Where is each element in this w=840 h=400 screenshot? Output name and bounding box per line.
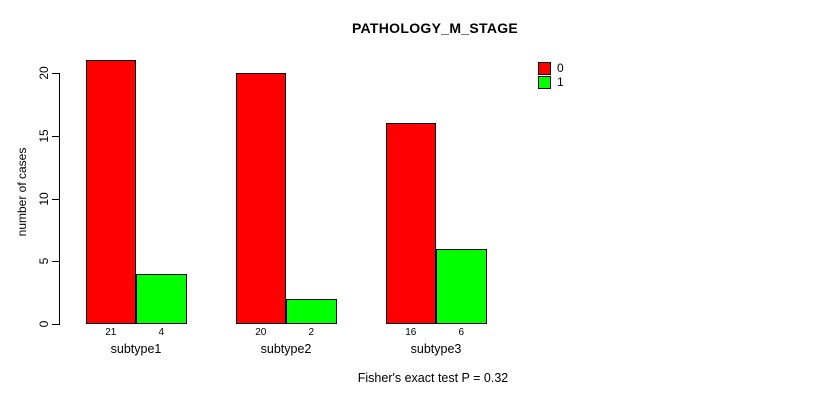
y-axis-tick-label: 5 [37, 257, 51, 265]
bar-subtype1-series-0 [85, 60, 136, 324]
bar-value-label: 4 [158, 327, 165, 338]
y-axis-tick-label: 0 [37, 320, 51, 328]
y-axis-tick-label: 20 [37, 66, 51, 80]
legend-item: 0 [538, 62, 564, 75]
x-axis-category-label: subtype2 [260, 342, 312, 356]
x-axis-category-label: subtype3 [410, 342, 462, 356]
y-axis-tick-label: 15 [37, 129, 51, 143]
x-axis-category-label: subtype1 [110, 342, 162, 356]
bar-value-label: 20 [255, 327, 267, 338]
bar-value-label: 21 [105, 327, 117, 338]
y-axis-tick [52, 261, 59, 263]
bar-value-label: 2 [308, 327, 315, 338]
y-axis-tick [52, 198, 59, 200]
y-axis-tick [52, 324, 59, 325]
y-axis-tick [52, 135, 59, 137]
bar-value-label: 16 [405, 327, 417, 338]
annotation-text: Fisher's exact test P = 0.32 [357, 371, 509, 385]
y-axis-line [59, 73, 60, 325]
y-axis-tick-label: 10 [37, 191, 51, 206]
chart-title: PATHOLOGY_M_STAGE [351, 20, 519, 36]
legend-label: 0 [557, 61, 564, 75]
legend-item: 1 [538, 76, 564, 89]
y-axis-tick [52, 73, 59, 74]
legend-swatch-0 [538, 62, 551, 75]
legend-swatch-1 [538, 76, 551, 89]
bar-subtype3-series-0 [385, 123, 436, 324]
y-axis-label: number of cases [15, 147, 29, 237]
bar-value-label: 6 [458, 327, 465, 338]
bar-subtype2-series-0 [235, 73, 286, 324]
bar-subtype1-series-1 [136, 273, 187, 324]
bar-subtype3-series-1 [436, 248, 487, 324]
legend-label: 1 [557, 75, 564, 89]
bar-subtype2-series-1 [286, 298, 337, 324]
